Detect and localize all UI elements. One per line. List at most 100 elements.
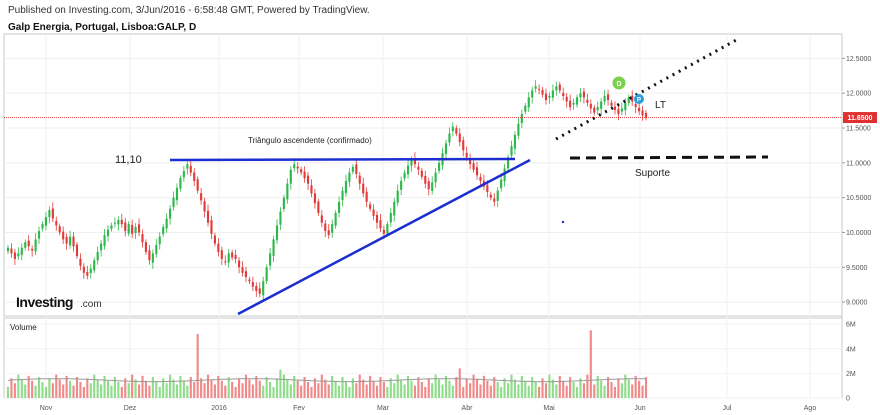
stray-point [561,220,565,224]
candle-body [224,261,227,263]
support-label: Suporte [635,168,670,179]
candle-body [131,224,134,234]
candle-body [575,97,579,105]
candle-body [541,89,544,95]
volume-bar [231,382,234,398]
candle-body [334,212,337,226]
candle-body [251,282,254,287]
candle-body [113,222,116,224]
volume-bar [496,382,499,398]
candle-body [589,103,592,109]
marker-p[interactable]: P [634,94,644,104]
candle-body [55,221,58,226]
candle-body [569,100,572,108]
volume-bar [548,374,551,398]
candle-body [110,225,113,229]
candle-body [210,220,213,234]
price-tick-label: 9.5000 [846,265,868,272]
candle-body [510,146,513,156]
candle-body [627,97,630,103]
candle-body [582,91,585,98]
volume-bar [182,380,185,398]
volume-bar [31,380,34,398]
candle-body [65,236,68,244]
candle-body [231,252,234,258]
volume-bar [413,385,417,398]
candle-body [462,140,465,151]
candle-body [641,110,644,116]
candle-body [213,235,216,244]
volume-bar [372,380,375,398]
volume-bar [200,378,203,398]
candle-body [258,288,261,294]
volume-bar [627,379,630,398]
candle-body [565,96,568,102]
volume-bar [203,383,206,398]
candle-body [310,185,313,194]
candle-body [500,179,503,189]
candle-body [37,231,41,239]
volume-bar [37,377,41,398]
candle-body [241,267,244,273]
volume-bar [93,374,96,398]
candle-body [634,104,637,108]
candle-body [586,99,589,103]
volume-bar [227,377,230,398]
candle-body [410,160,413,166]
volume-bar [113,377,116,398]
candle-body [406,165,410,175]
candle-body [124,222,127,232]
volume-bar [310,386,313,398]
volume-bar [106,380,110,398]
volume-bar [141,375,144,398]
volume-tick-label: 2M [846,371,856,378]
volume-bar [603,385,606,398]
candle-body [451,126,454,132]
volume-bar [362,379,365,398]
volume-bar [317,383,320,398]
volume-bar [420,382,423,398]
candle-body [489,194,492,198]
candle-body [600,101,603,109]
volume-bar [644,377,648,398]
candle-body [51,208,54,219]
candle-body [44,217,48,226]
candle-body [237,260,241,268]
volume-bar [338,385,341,398]
candle-body [348,172,351,182]
time-tick-label: Fev [293,405,305,412]
volume-bar [17,374,20,398]
volume-bar [369,375,372,398]
volume-bar [241,383,244,398]
candle-body [362,183,365,194]
price-tick-label: 12.0000 [846,91,871,98]
candle-body [427,181,430,190]
volume-bar [296,380,299,398]
volume-bar [169,374,172,398]
volume-bar [379,377,382,398]
volume-bar [224,385,227,398]
volume-bar [610,382,613,398]
volume-bar [375,385,379,398]
candle-body [58,226,61,233]
marker-d[interactable]: D [612,76,626,90]
volume-bar [117,382,120,398]
volume-bar [155,382,158,398]
volume-bar [613,386,617,398]
candle-body [610,102,613,106]
volume-bar [348,386,351,398]
volume-bar [179,375,182,398]
volume-bar [96,379,99,398]
candle-body [103,235,106,247]
volume-bar [389,378,392,398]
volume-bar [282,374,285,398]
volume-bar [351,378,354,398]
volume-bar [24,384,27,398]
volume-bar [137,384,141,398]
candle-body [382,229,385,234]
volume-bar [193,382,196,398]
candle-body [548,95,551,98]
volume-bar [162,378,165,398]
volume-bar [527,385,530,398]
volume-bar [196,334,199,398]
